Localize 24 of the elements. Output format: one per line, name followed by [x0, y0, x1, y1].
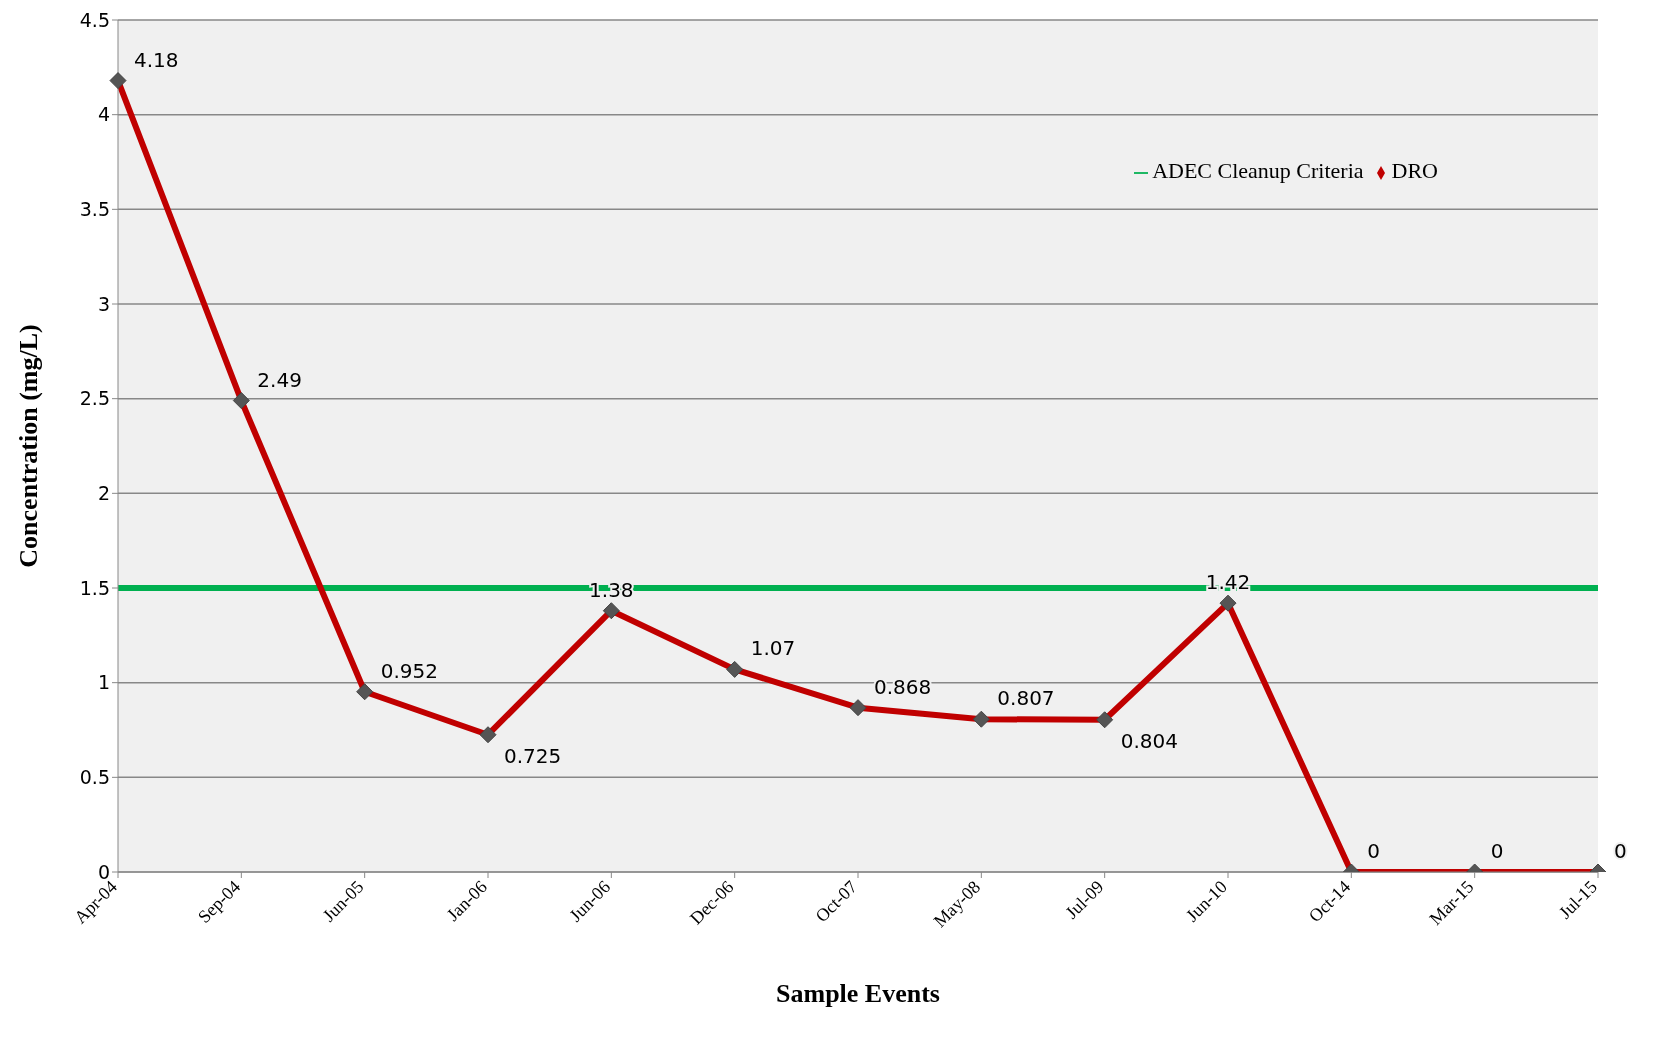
y-tick-label: 4: [97, 103, 110, 126]
y-tick-label: 2: [97, 482, 110, 505]
data-label: 1.07: [750, 636, 796, 661]
y-tick-label: 1.5: [79, 576, 110, 599]
y-tick-label: 0.5: [79, 766, 110, 789]
data-label: 0: [1490, 839, 1504, 863]
y-tick-label: 4.5: [79, 8, 110, 31]
data-label: 0: [1367, 839, 1381, 863]
y-tick-label: 2.5: [79, 387, 110, 410]
data-label: 4.18: [134, 47, 179, 72]
legend-label: ADEC Cleanup Criteria: [1152, 158, 1364, 183]
x-axis-title: Sample Events: [776, 979, 940, 1008]
legend-label: DRO: [1391, 158, 1438, 183]
data-label: 0: [1614, 839, 1627, 863]
y-tick-label: 3: [97, 292, 110, 315]
data-label: 0.725: [504, 743, 562, 768]
y-tick-label: 3.5: [79, 198, 110, 221]
data-label: 0.804: [1120, 728, 1178, 753]
data-label: 2.49: [257, 367, 302, 392]
data-label: 0.868: [874, 674, 932, 699]
data-label: 0.952: [380, 658, 438, 683]
y-axis-title: Concentration (mg/L): [14, 324, 44, 568]
data-label: 0.807: [997, 686, 1055, 711]
y-tick-label: 1: [97, 671, 110, 694]
